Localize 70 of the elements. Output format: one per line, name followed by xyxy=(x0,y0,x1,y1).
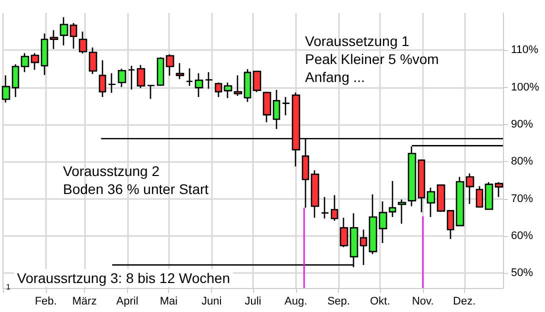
x-tick-label: Juli xyxy=(244,296,262,308)
x-tick-label: Sep. xyxy=(327,296,350,308)
annotation: Vorausstzung 2 Boden 36 % unter Start xyxy=(63,163,209,197)
candlestick xyxy=(282,96,290,116)
annotation: Voraussetzung 1 Peak Kleiner 5 %vom Anfang ... xyxy=(305,33,439,85)
candlestick xyxy=(176,62,184,80)
candlestick xyxy=(484,181,494,210)
candlestick xyxy=(244,68,252,102)
candlestick xyxy=(378,200,388,244)
y-tick-label: 110% xyxy=(511,44,539,56)
candlestick xyxy=(330,194,338,222)
candlestick xyxy=(118,68,126,88)
candlestick xyxy=(146,84,156,100)
candlestick xyxy=(446,210,454,240)
x-tick-label: Mai xyxy=(160,296,178,308)
x-tick-label: Nov. xyxy=(412,296,434,308)
annotation: 1 xyxy=(6,282,11,292)
candlestick xyxy=(194,72,204,98)
candlestick xyxy=(426,187,436,218)
x-tick-label: März xyxy=(72,296,97,308)
candlestick xyxy=(340,217,348,248)
candlestick xyxy=(360,229,368,266)
candlestick xyxy=(70,22,78,50)
candlestick xyxy=(30,52,40,71)
candlestick xyxy=(40,32,48,76)
x-tick-label: Dez. xyxy=(453,296,476,308)
x-tick-label: Aug. xyxy=(284,296,308,308)
y-tick-label: 70% xyxy=(511,192,534,205)
candlestick xyxy=(262,91,272,123)
candlestick xyxy=(186,68,194,86)
candlestick xyxy=(252,70,262,93)
x-tick-label: Feb. xyxy=(34,296,57,308)
x-tick-label: April xyxy=(116,296,138,308)
candlestick xyxy=(272,89,280,130)
candlestick xyxy=(98,60,106,98)
candlestick xyxy=(2,74,10,104)
candlestick xyxy=(78,30,88,54)
candlestick xyxy=(388,180,396,218)
candlestick xyxy=(12,64,20,98)
candlestick xyxy=(408,146,416,207)
candlestick xyxy=(156,56,164,86)
candlestick xyxy=(368,194,378,255)
candlestick xyxy=(234,74,242,97)
candlestick xyxy=(476,186,484,208)
candlestick xyxy=(166,54,174,76)
candlestick xyxy=(204,71,214,90)
y-tick-label: 60% xyxy=(511,230,534,242)
candlestick xyxy=(20,52,30,73)
candlestick xyxy=(214,82,222,98)
candlestick xyxy=(60,16,68,46)
candlestick xyxy=(108,72,116,94)
y-tick-label: 100% xyxy=(511,81,540,94)
candlestick xyxy=(320,196,330,220)
candlestick xyxy=(398,198,406,224)
x-tick-label: Okt. xyxy=(370,296,390,308)
candlestick xyxy=(310,170,320,218)
candlestick xyxy=(436,184,446,212)
candlestick xyxy=(466,172,474,205)
candlestick xyxy=(128,65,136,90)
candlestick xyxy=(88,46,98,75)
y-tick-label: 80% xyxy=(511,156,534,168)
candlestick xyxy=(136,64,146,89)
candlestick xyxy=(456,176,464,227)
y-tick-label: 50% xyxy=(511,267,534,280)
y-tick-label: 90% xyxy=(511,118,534,130)
annotation: Voraussrtzung 3: 8 bis 12 Wochen xyxy=(17,270,230,286)
candlestick xyxy=(418,158,426,213)
candlestick xyxy=(224,82,232,99)
candlestick xyxy=(50,29,58,50)
x-tick-label: Juni xyxy=(201,296,222,308)
